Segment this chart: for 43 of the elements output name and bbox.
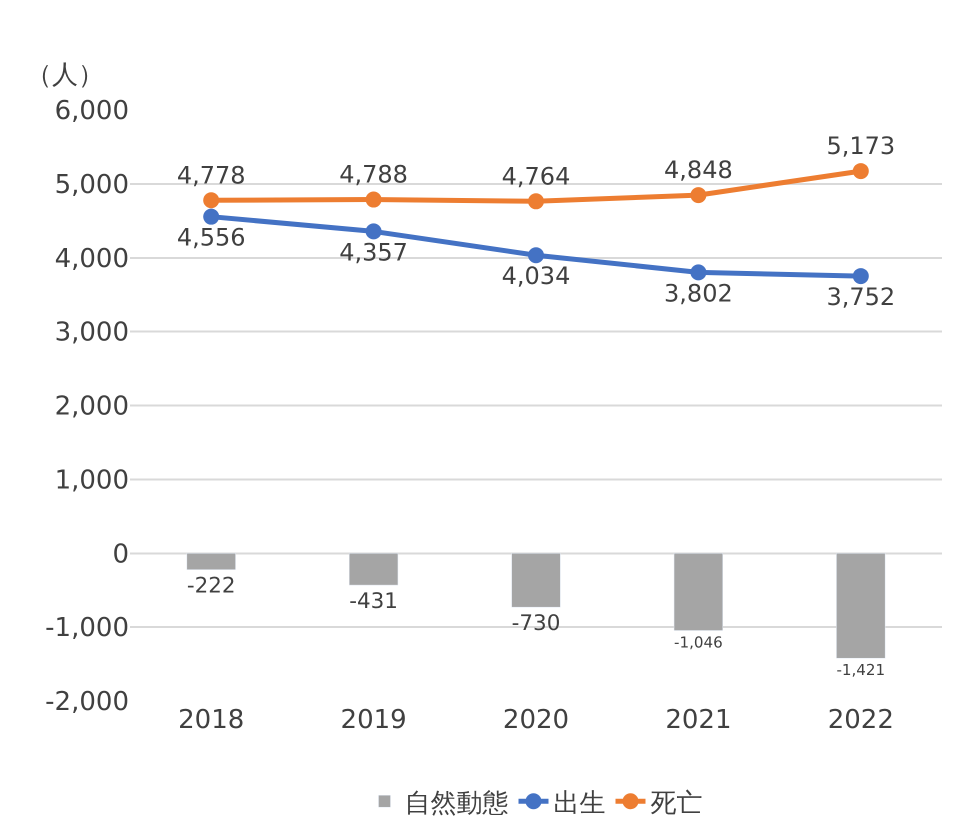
legend-label: 自然動態 [404, 788, 508, 818]
point [852, 268, 869, 284]
y-tick-label: 2,000 [54, 392, 129, 422]
data-label: 4,764 [502, 162, 570, 190]
x-tick-label: 2022 [828, 705, 894, 735]
y-tick-label: 5,000 [54, 170, 129, 200]
data-label: 3,752 [826, 283, 896, 312]
point [366, 192, 382, 208]
y-axis-title: （人） [26, 60, 104, 90]
legend-label: 死亡 [650, 788, 702, 818]
x-tick-label: 2020 [502, 705, 570, 735]
data-label: -222 [186, 573, 236, 598]
point [690, 187, 706, 204]
legend-label: 出生 [554, 788, 606, 818]
data-label: -730 [512, 610, 560, 636]
data-label: -1,421 [836, 661, 886, 680]
data-label: 4,357 [339, 238, 408, 266]
point [528, 247, 544, 264]
y-tick-label: 0 [112, 539, 129, 570]
point [366, 223, 382, 240]
point [528, 193, 544, 210]
y-tick-label: 3,000 [54, 318, 129, 348]
data-label: 4,848 [664, 156, 733, 184]
x-tick-label: 2019 [340, 705, 407, 735]
point [852, 163, 869, 180]
data-label: -431 [349, 588, 398, 614]
data-label: 4,788 [339, 160, 408, 189]
data-label: 3,802 [664, 279, 733, 308]
x-tick-label: 2021 [665, 705, 732, 735]
y-tick-label: 6,000 [54, 96, 129, 126]
y-tick-label: 4,000 [54, 244, 129, 274]
y-tick-label: 1,000 [54, 465, 129, 496]
data-label: 4,034 [502, 262, 570, 290]
y-tick-label: -2,000 [45, 687, 129, 718]
y-tick-label: -1,000 [45, 613, 129, 644]
data-label: -1,046 [674, 633, 723, 652]
point [203, 208, 220, 225]
point [203, 192, 220, 208]
point [690, 264, 706, 280]
data-label: 4,778 [176, 161, 246, 190]
data-label: 4,556 [176, 224, 246, 252]
data-label: 5,173 [826, 132, 896, 160]
x-tick-label: 2018 [178, 705, 244, 735]
